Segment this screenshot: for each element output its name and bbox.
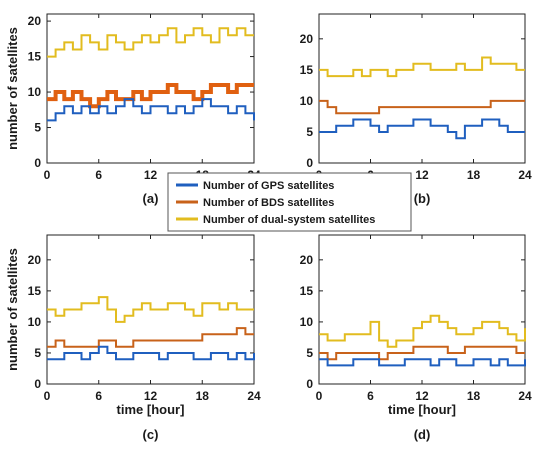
- y-tick-label: 15: [28, 284, 42, 298]
- x-tick-label: 12: [415, 389, 429, 403]
- legend-label-dual: Number of dual-system satellites: [203, 214, 375, 226]
- x-tick-label: 0: [44, 168, 51, 182]
- y-tick-label: 20: [28, 253, 42, 267]
- y-tick-label: 10: [28, 315, 42, 329]
- x-axis-label: time [hour]: [388, 402, 456, 417]
- panel-c: 0 6 12 18 24 0 5 10 15 20 number of satellites time…: [5, 234, 261, 442]
- x-tick-label: 0: [316, 389, 323, 403]
- plot-area: [318, 13, 526, 164]
- series-line-bds: [319, 99, 525, 115]
- y-tick-label: 20: [300, 32, 314, 46]
- series-line-gps: [47, 345, 255, 361]
- panel-label: (c): [143, 427, 159, 442]
- series-line-dual: [47, 296, 254, 323]
- series-line-bds: [319, 345, 525, 361]
- y-tick-label: 10: [28, 85, 42, 99]
- y-tick-label: 5: [306, 125, 313, 139]
- x-tick-label: 6: [95, 168, 102, 182]
- panel-d: 0 6 12 18 24 0 5 10 15 20 time [hour] (d): [300, 234, 532, 442]
- series-line-dual: [319, 56, 525, 78]
- y-tick-label: 0: [34, 377, 41, 391]
- series-line-gps: [319, 358, 526, 367]
- x-tick-label: 24: [518, 389, 532, 403]
- x-tick-label: 12: [415, 168, 429, 182]
- series-line-gps: [47, 98, 255, 122]
- x-tick-label: 12: [144, 168, 158, 182]
- series-line-gps: [319, 118, 525, 140]
- x-tick-label: 6: [95, 389, 102, 403]
- x-tick-label: 24: [518, 168, 532, 182]
- y-tick-label: 15: [28, 50, 42, 64]
- x-tick-label: 0: [44, 389, 51, 403]
- y-tick-label: 0: [306, 156, 313, 170]
- y-axis-label: number of satellites: [5, 248, 20, 371]
- series-line-dual: [319, 314, 526, 348]
- legend-label-bds: Number of BDS satellites: [203, 197, 334, 209]
- y-tick-label: 5: [34, 121, 41, 135]
- series-line-bds: [47, 83, 254, 109]
- panel-label: (d): [414, 427, 431, 442]
- y-tick-label: 0: [34, 156, 41, 170]
- x-tick-label: 18: [467, 389, 481, 403]
- y-axis-label: number of satellites: [5, 27, 20, 150]
- y-tick-label: 0: [306, 377, 313, 391]
- y-tick-label: 10: [300, 315, 314, 329]
- legend: Number of GPS satellites Number of BDS s…: [167, 172, 412, 232]
- panel-label: (b): [414, 191, 431, 206]
- y-tick-label: 5: [34, 346, 41, 360]
- panel-label: (a): [143, 191, 159, 206]
- y-tick-label: 20: [300, 253, 314, 267]
- x-tick-label: 18: [196, 389, 210, 403]
- series-line-bds: [47, 327, 254, 348]
- x-tick-label: 18: [467, 168, 481, 182]
- legend-label-gps: Number of GPS satellites: [203, 180, 334, 192]
- plot-area: [318, 234, 526, 385]
- x-tick-label: 12: [144, 389, 158, 403]
- y-tick-label: 20: [28, 14, 42, 28]
- series-line-dual: [47, 27, 254, 58]
- x-tick-label: 6: [367, 389, 374, 403]
- y-tick-label: 10: [300, 94, 314, 108]
- y-tick-label: 15: [300, 284, 314, 298]
- x-axis-label: time [hour]: [117, 402, 185, 417]
- x-tick-label: 24: [247, 389, 261, 403]
- y-tick-label: 15: [300, 63, 314, 77]
- y-tick-label: 5: [306, 346, 313, 360]
